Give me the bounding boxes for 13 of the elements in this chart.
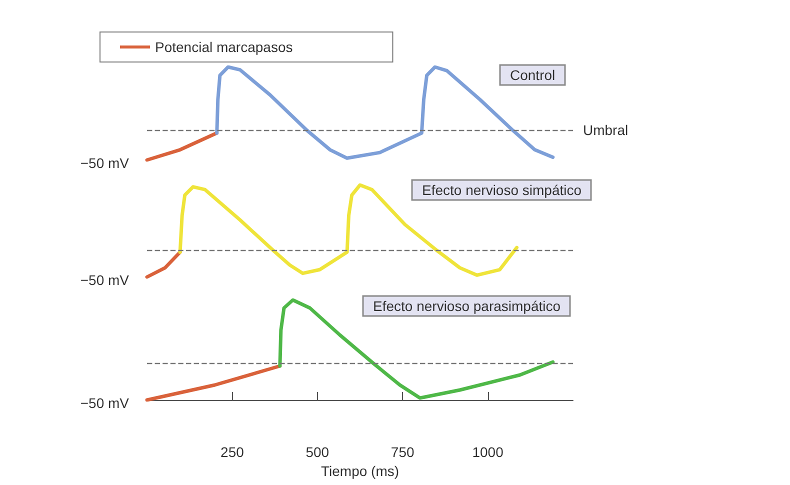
text: −50 mV bbox=[80, 155, 130, 171]
chart-title: Efecto nervioso simpático bbox=[422, 182, 582, 198]
x-tick-label: 250 bbox=[220, 444, 244, 460]
text: −50 mV bbox=[80, 395, 130, 411]
x-tick-label: 750 bbox=[390, 444, 414, 460]
legend-label: Potencial marcapasos bbox=[155, 39, 293, 55]
ref-line-label: Umbral bbox=[583, 122, 628, 138]
x-axis-title: Tiempo (ms) bbox=[320, 462, 400, 479]
x-tick-label: 1000 bbox=[472, 444, 504, 460]
text: −50 mV bbox=[80, 272, 130, 288]
chart-title: Control bbox=[510, 67, 556, 83]
chart-title: Efecto nervioso parasimpático bbox=[373, 298, 561, 314]
x-tick-label: 500 bbox=[306, 444, 330, 460]
